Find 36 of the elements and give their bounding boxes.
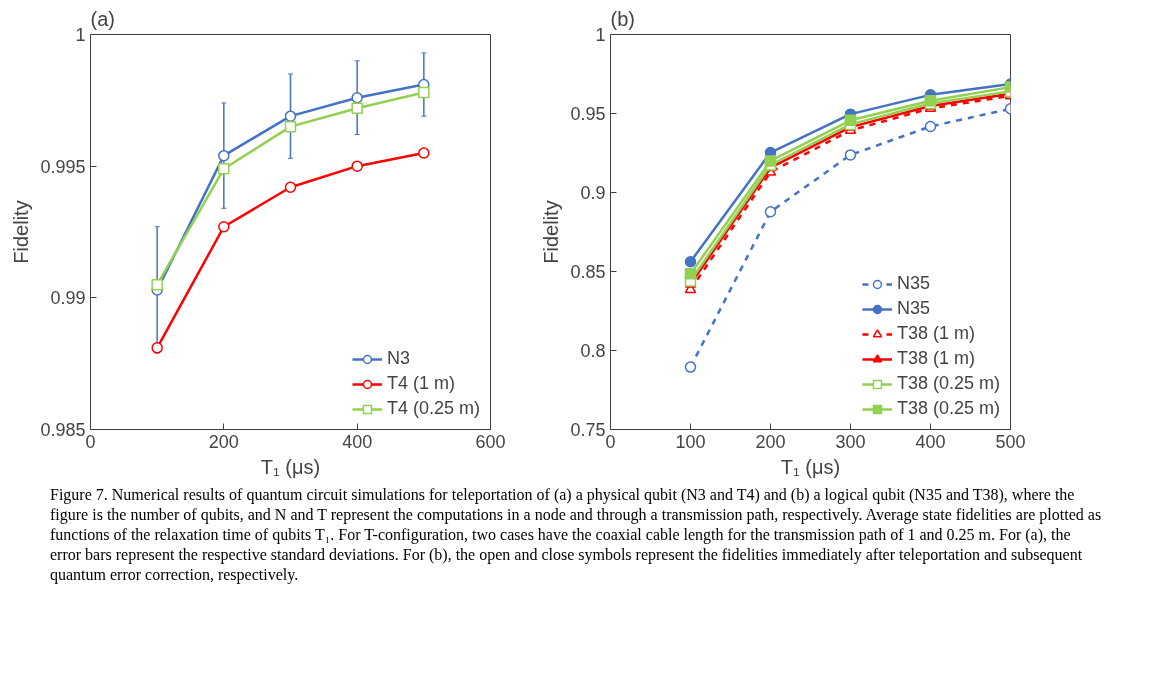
chart-title: (a) — [90, 7, 115, 30]
legend-label: T38 (0.25 m) — [896, 398, 1000, 419]
legend-label: T38 (0.25 m) — [896, 373, 1000, 394]
x-tick-label: 600 — [475, 431, 506, 452]
x-tick-label: 300 — [835, 431, 866, 452]
caption: Figure 7. Numerical results of quantum circuit simulations for teleportation of (a) a physical qubit (N3 and T4) and (b) a logical qubit (N35 and T38), where the figure is the number of qubits, and N and T represent the computations in a node and through a transmission path, respectively. Average state fidelities are plotted as functions of the relaxation time of qubits T₁. For T-configuration, two cases have the coaxial cable length for the transmission path of 1 and 0.25 m. For (a), the error bars represent the respective standard deviations. For (b), the open and close symbols represent the fidelities immediately after teleportation and subsequent quantum error correction, respectively. — [50, 485, 1103, 585]
legend-label: N35 — [896, 273, 930, 294]
y-tick-label: 0.995 — [40, 156, 86, 177]
y-tick-label: 0.9 — [580, 183, 606, 203]
chart-title: (b) — [610, 7, 635, 30]
legend-label: T4 (1 m) — [386, 373, 455, 394]
y-tick-label: 0.985 — [40, 420, 86, 440]
x-tick-label: 0 — [605, 431, 616, 452]
y-axis-title: Fidelity — [10, 200, 33, 264]
y-tick-label: 1 — [75, 25, 86, 45]
y-tick-label: 0.8 — [580, 341, 606, 361]
x-tick-label: 200 — [208, 431, 239, 452]
legend-label: N35 — [896, 298, 930, 319]
x-tick-label: 400 — [342, 431, 373, 452]
x-tick-label: 0 — [85, 431, 96, 452]
x-tick-label: 500 — [995, 431, 1026, 452]
legend-label: N3 — [386, 348, 410, 369]
y-tick-label: 0.95 — [570, 104, 606, 124]
y-tick-label: 0.99 — [50, 288, 86, 309]
x-axis-title: T₁ (μs) — [780, 455, 841, 478]
legend-label: T38 (1 m) — [896, 348, 975, 369]
y-tick-label: 0.75 — [570, 420, 606, 440]
x-tick-label: 400 — [915, 431, 946, 452]
legend-label: T4 (0.25 m) — [386, 398, 480, 419]
legend-label: T38 (1 m) — [896, 323, 975, 344]
y-tick-label: 1 — [595, 25, 606, 45]
y-tick-label: 0.85 — [570, 262, 606, 282]
x-tick-label: 100 — [675, 431, 706, 452]
x-tick-label: 200 — [755, 431, 786, 452]
y-axis-title: Fidelity — [540, 200, 563, 264]
x-axis-title: T₁ (μs) — [260, 455, 321, 478]
